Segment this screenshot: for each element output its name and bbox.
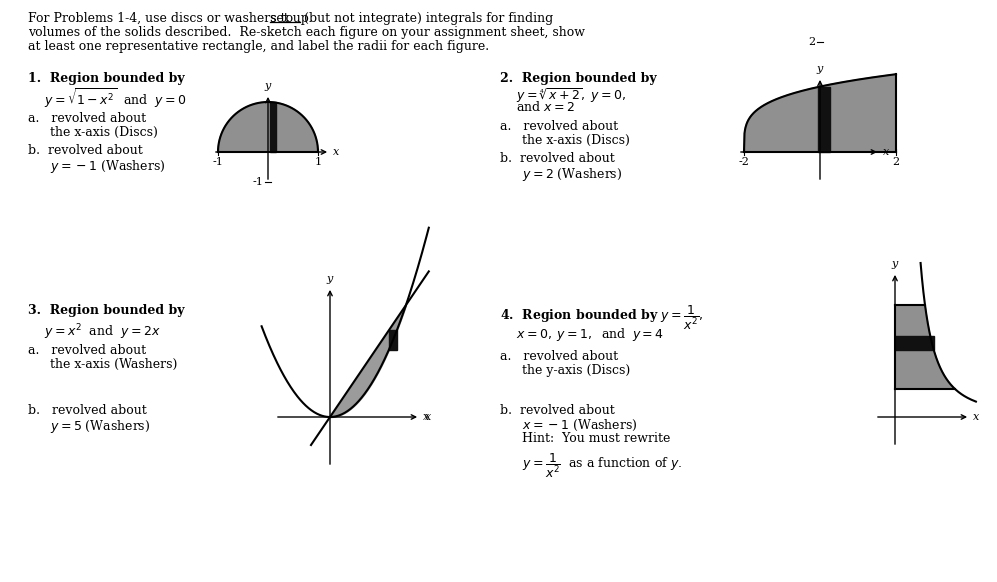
Text: 3.  Region bounded by: 3. Region bounded by	[28, 304, 184, 317]
Text: b.  revolved about: b. revolved about	[28, 144, 143, 157]
Text: x: x	[423, 412, 430, 422]
Text: $y = \sqrt{1-x^2}$  and  $y = 0$: $y = \sqrt{1-x^2}$ and $y = 0$	[44, 86, 186, 110]
Text: 2: 2	[808, 37, 815, 47]
Text: -1: -1	[252, 177, 263, 187]
Text: b.  revolved about: b. revolved about	[500, 152, 615, 165]
Text: the x-axis (Washers): the x-axis (Washers)	[50, 358, 177, 371]
Text: 2: 2	[892, 157, 899, 167]
Text: $y = \dfrac{1}{x^2}$  as a function of $y.$: $y = \dfrac{1}{x^2}$ as a function of $y…	[522, 452, 682, 480]
Text: (but not integrate) integrals for finding: (but not integrate) integrals for findin…	[300, 12, 553, 25]
Polygon shape	[819, 87, 830, 152]
Text: Hint:  You must rewrite: Hint: You must rewrite	[522, 432, 670, 445]
Text: 1: 1	[314, 157, 322, 167]
Text: $y = -1$ (Washers): $y = -1$ (Washers)	[50, 158, 166, 175]
Text: b.  revolved about: b. revolved about	[500, 404, 615, 417]
Text: -1: -1	[212, 157, 223, 167]
Text: volumes of the solids described.  Re-sketch each figure on your assignment sheet: volumes of the solids described. Re-sket…	[28, 26, 585, 39]
Text: the x-axis (Discs): the x-axis (Discs)	[50, 126, 158, 139]
Text: $y = 5$ (Washers): $y = 5$ (Washers)	[50, 418, 151, 435]
Text: $x = -1$ (Washers): $x = -1$ (Washers)	[522, 418, 638, 433]
Polygon shape	[895, 336, 934, 350]
Text: a.   revolved about: a. revolved about	[28, 112, 147, 125]
Text: a.   revolved about: a. revolved about	[500, 120, 618, 133]
Text: $y = \sqrt[4]{x+2},\; y = 0,$: $y = \sqrt[4]{x+2},\; y = 0,$	[516, 86, 626, 105]
Text: x: x	[333, 147, 339, 157]
Text: 1.  Region bounded by: 1. Region bounded by	[28, 72, 184, 85]
Text: y: y	[327, 274, 333, 284]
Text: set up: set up	[270, 12, 309, 25]
Text: $y = x^2$  and  $y = 2x$: $y = x^2$ and $y = 2x$	[44, 322, 161, 342]
Polygon shape	[895, 305, 955, 389]
Text: 4.  Region bounded by $y = \dfrac{1}{x^2},$: 4. Region bounded by $y = \dfrac{1}{x^2}…	[500, 304, 704, 332]
Text: at least one representative rectangle, and label the radii for each figure.: at least one representative rectangle, a…	[28, 40, 490, 53]
Polygon shape	[744, 74, 896, 152]
Text: For Problems 1-4, use discs or washers to: For Problems 1-4, use discs or washers t…	[28, 12, 297, 25]
Text: x: x	[425, 412, 432, 422]
Polygon shape	[218, 102, 318, 152]
Text: -2: -2	[739, 157, 750, 167]
Text: 2.  Region bounded by: 2. Region bounded by	[500, 72, 657, 85]
Text: x: x	[973, 412, 979, 422]
Polygon shape	[389, 330, 397, 350]
Text: the y-axis (Discs): the y-axis (Discs)	[522, 364, 630, 377]
Text: y: y	[265, 81, 271, 91]
Text: $y = 2$ (Washers): $y = 2$ (Washers)	[522, 166, 622, 183]
Text: the x-axis (Discs): the x-axis (Discs)	[522, 134, 630, 147]
Text: y: y	[817, 64, 824, 74]
Text: b.   revolved about: b. revolved about	[28, 404, 147, 417]
Text: and $x = 2$: and $x = 2$	[516, 100, 575, 114]
Text: $x = 0,\; y = 1,\;$ and $\;y = 4$: $x = 0,\; y = 1,\;$ and $\;y = 4$	[516, 326, 664, 343]
Text: x: x	[883, 147, 889, 157]
Text: y: y	[892, 259, 898, 269]
Polygon shape	[269, 102, 276, 152]
Text: a.   revolved about: a. revolved about	[500, 350, 618, 363]
Text: a.   revolved about: a. revolved about	[28, 344, 147, 357]
